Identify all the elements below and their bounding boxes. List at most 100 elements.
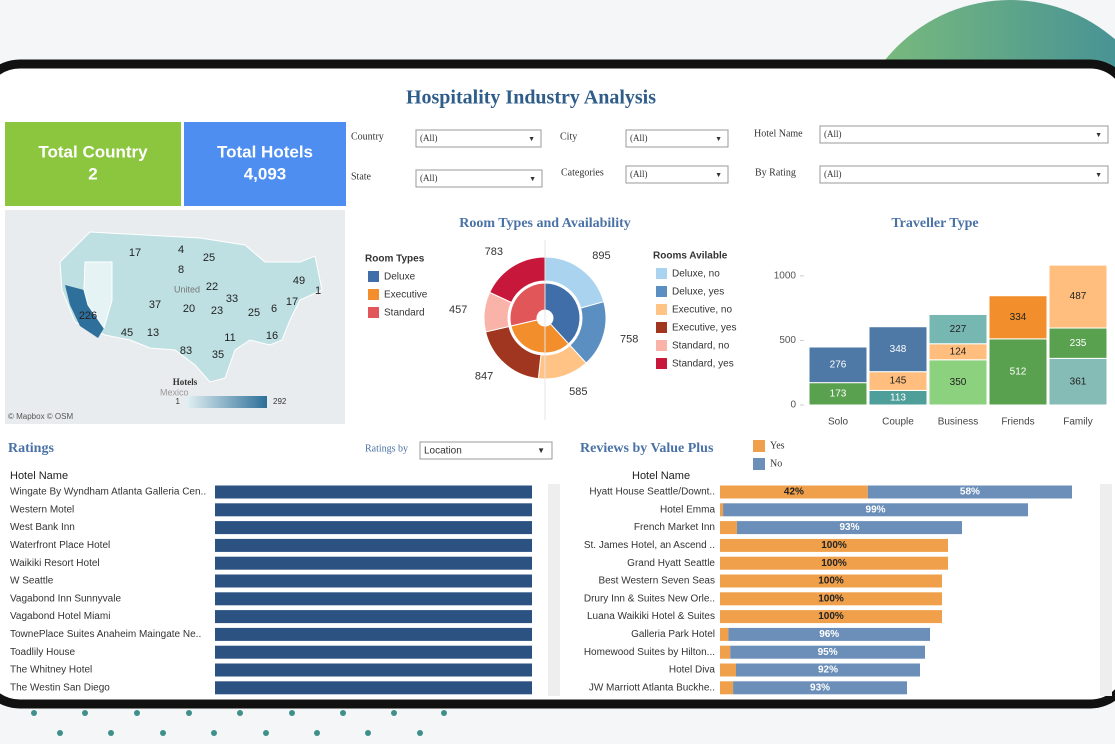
bar-segment (736, 663, 920, 677)
bar-segment (730, 645, 925, 659)
legend-swatch (368, 307, 379, 318)
bar (215, 556, 532, 570)
filter-label: Ratings by (365, 443, 408, 454)
row-label: The Westin San Diego (10, 682, 110, 693)
map-count: 20 (183, 303, 195, 315)
bar-segment (1048, 357, 1108, 406)
filter-label: By Rating (755, 167, 796, 178)
row-label: Homewood Suites by Hilton... (584, 647, 715, 658)
legend-swatch (656, 304, 667, 315)
filter-dropdown[interactable] (415, 129, 542, 148)
filter-dropdown[interactable] (819, 125, 1109, 144)
x-tick-label: Family (1063, 417, 1092, 428)
chart-title: Ratings (8, 441, 54, 456)
filter-value[interactable]: Location (424, 446, 462, 457)
map-place: United (174, 284, 200, 294)
filter-dropdown[interactable] (819, 165, 1109, 184)
row-label: St. James Hotel, an Ascend .. (584, 540, 715, 551)
dropdown-arrow: ▼ (1095, 172, 1102, 179)
map-count: 25 (203, 252, 215, 264)
kpi-label: Total Country (38, 142, 148, 161)
data-label: 93% (810, 682, 830, 693)
row-label: Luana Waikiki Hotel & Suites (587, 611, 715, 622)
data-label: 100% (818, 611, 844, 622)
x-tick-label: Couple (882, 417, 914, 428)
row-label: JW Marriott Atlanta Buckhe.. (589, 682, 715, 693)
legend-label: Deluxe, yes (672, 287, 724, 298)
scrollbar[interactable] (1100, 484, 1112, 696)
filter-label: State (351, 171, 372, 182)
filter-value[interactable]: (All) (824, 129, 842, 139)
data-label: 783 (485, 246, 503, 258)
y-tick-label: 500 (779, 335, 796, 346)
bar-segment (720, 503, 724, 517)
y-tick-label: 0 (790, 400, 796, 411)
map-count: 33 (226, 293, 238, 305)
bar-segment (988, 338, 1048, 406)
map-count: 8 (178, 264, 184, 276)
data-label: 100% (821, 540, 847, 551)
map-count: 83 (180, 345, 192, 357)
filter-dropdown[interactable] (419, 441, 553, 460)
row-label: Drury Inn & Suites New Orle.. (584, 593, 715, 604)
bar-segment (988, 295, 1048, 340)
data-label: 758 (620, 333, 638, 345)
bar (215, 592, 532, 606)
bar (215, 574, 532, 588)
map-count: 6 (271, 303, 277, 315)
bar-segment (720, 610, 942, 624)
map-region (83, 261, 113, 330)
map-credit: © Mapbox © OSM (8, 412, 73, 421)
filter-dropdown[interactable] (625, 129, 729, 148)
data-label: 58% (960, 487, 980, 498)
filter-value[interactable]: (All) (824, 169, 842, 179)
map-count: 226 (79, 310, 97, 322)
bar-segment (720, 592, 942, 606)
map-place: Mexico (160, 387, 189, 397)
map-count: 11 (224, 332, 235, 344)
filter-value[interactable]: (All) (420, 133, 438, 143)
dropdown-arrow: ▼ (715, 136, 722, 143)
map-count: 13 (147, 327, 159, 339)
legend-swatch (753, 458, 765, 470)
map-legend-max: 292 (273, 397, 287, 406)
row-label: Hotel Diva (669, 665, 716, 676)
row-label: Waikiki Resort Hotel (10, 558, 100, 569)
legend-label: Executive, yes (672, 323, 736, 334)
scrollbar[interactable] (548, 484, 560, 696)
row-label: The Whitney Hotel (10, 665, 92, 676)
data-label: 361 (1070, 376, 1087, 387)
legend-swatch (656, 322, 667, 333)
bar-segment (720, 574, 942, 588)
map-legend-min: 1 (176, 397, 181, 406)
filter-dropdown[interactable] (415, 169, 543, 188)
legend-label: Executive (384, 290, 428, 301)
filter-label: City (560, 131, 577, 142)
dropdown-arrow[interactable]: ▼ (537, 446, 545, 455)
bar-segment (720, 663, 736, 677)
legend-label: Standard, yes (672, 359, 734, 370)
row-label: Best Western Seven Seas (598, 576, 715, 587)
kpi-label: Total Hotels (217, 142, 313, 161)
filter-value[interactable]: (All) (420, 173, 438, 183)
map-count: 1 (315, 285, 321, 297)
map-count: 16 (266, 330, 278, 342)
data-label: 96% (819, 629, 839, 640)
filter-value[interactable]: (All) (630, 133, 648, 143)
legend-swatch (656, 286, 667, 297)
bar-segment (720, 538, 948, 552)
bar-segment (1048, 264, 1108, 329)
data-label: 585 (569, 386, 587, 398)
legend-swatch (368, 271, 379, 282)
decor-dots (31, 710, 447, 736)
filter-value[interactable]: (All) (630, 169, 648, 179)
data-label: 113 (890, 392, 906, 403)
filter-dropdown[interactable] (625, 165, 729, 184)
chart-title: Room Types and Availability (459, 216, 631, 231)
map-count: 4 (178, 244, 184, 256)
map-region (65, 285, 104, 338)
row-label: Vagabond Inn Sunnyvale (10, 593, 121, 604)
legend-label: Executive, no (672, 305, 732, 316)
legend-title: Room Types (365, 254, 425, 265)
